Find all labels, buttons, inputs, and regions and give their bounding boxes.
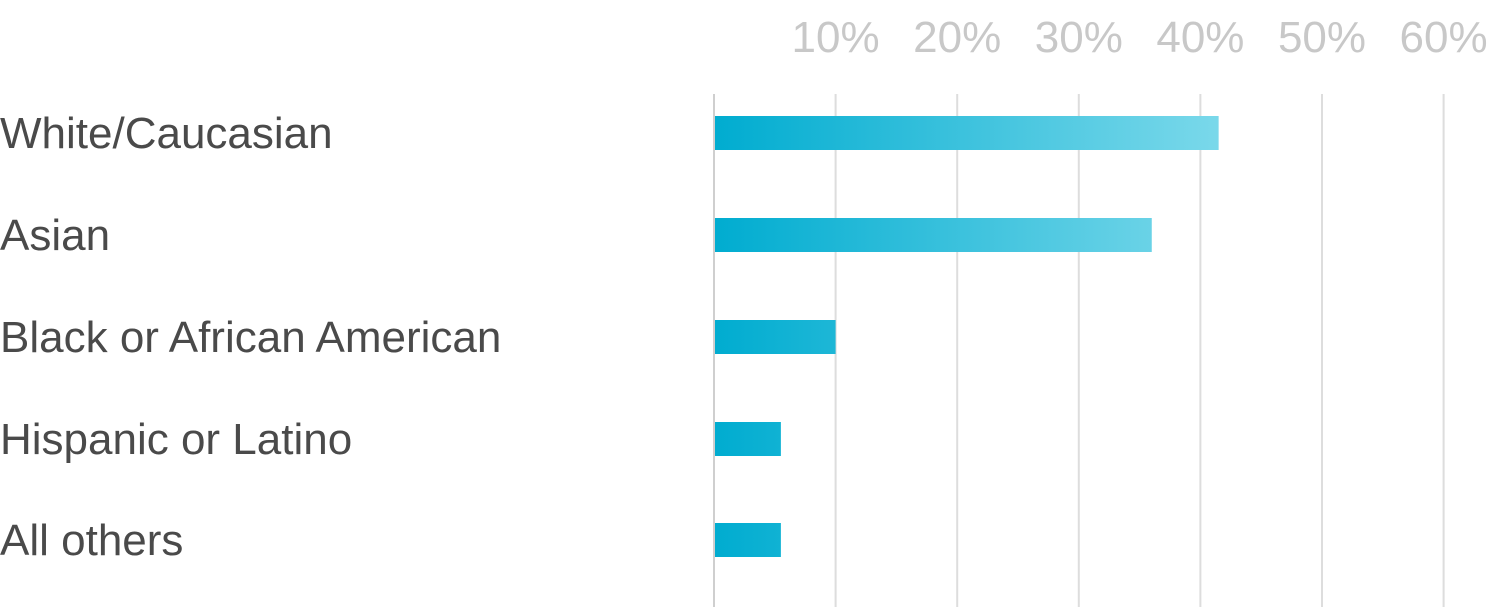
tick-label-10: 10%: [792, 13, 880, 62]
category-labels: White/Caucasian Asian Black or African Ame…: [0, 109, 501, 565]
bar: [714, 523, 781, 557]
bar: [714, 218, 1152, 252]
category-label: White/Caucasian: [0, 109, 333, 158]
category-label: Black or African American: [0, 313, 501, 362]
tick-label-30: 30%: [1035, 13, 1123, 62]
gridlines: [834, 94, 1445, 607]
bar: [714, 320, 836, 354]
x-axis-ticks: 10% 20% 30% 40% 50% 60%: [792, 13, 1488, 62]
bar: [714, 422, 781, 456]
tick-label-40: 40%: [1156, 13, 1244, 62]
tick-label-20: 20%: [913, 13, 1001, 62]
category-label: Asian: [0, 211, 110, 260]
tick-label-50: 50%: [1278, 13, 1366, 62]
bar: [714, 116, 1219, 150]
category-label: Hispanic or Latino: [0, 415, 352, 464]
category-label: All others: [0, 516, 183, 565]
tick-label-60: 60%: [1400, 13, 1488, 62]
bars: [714, 116, 1219, 557]
